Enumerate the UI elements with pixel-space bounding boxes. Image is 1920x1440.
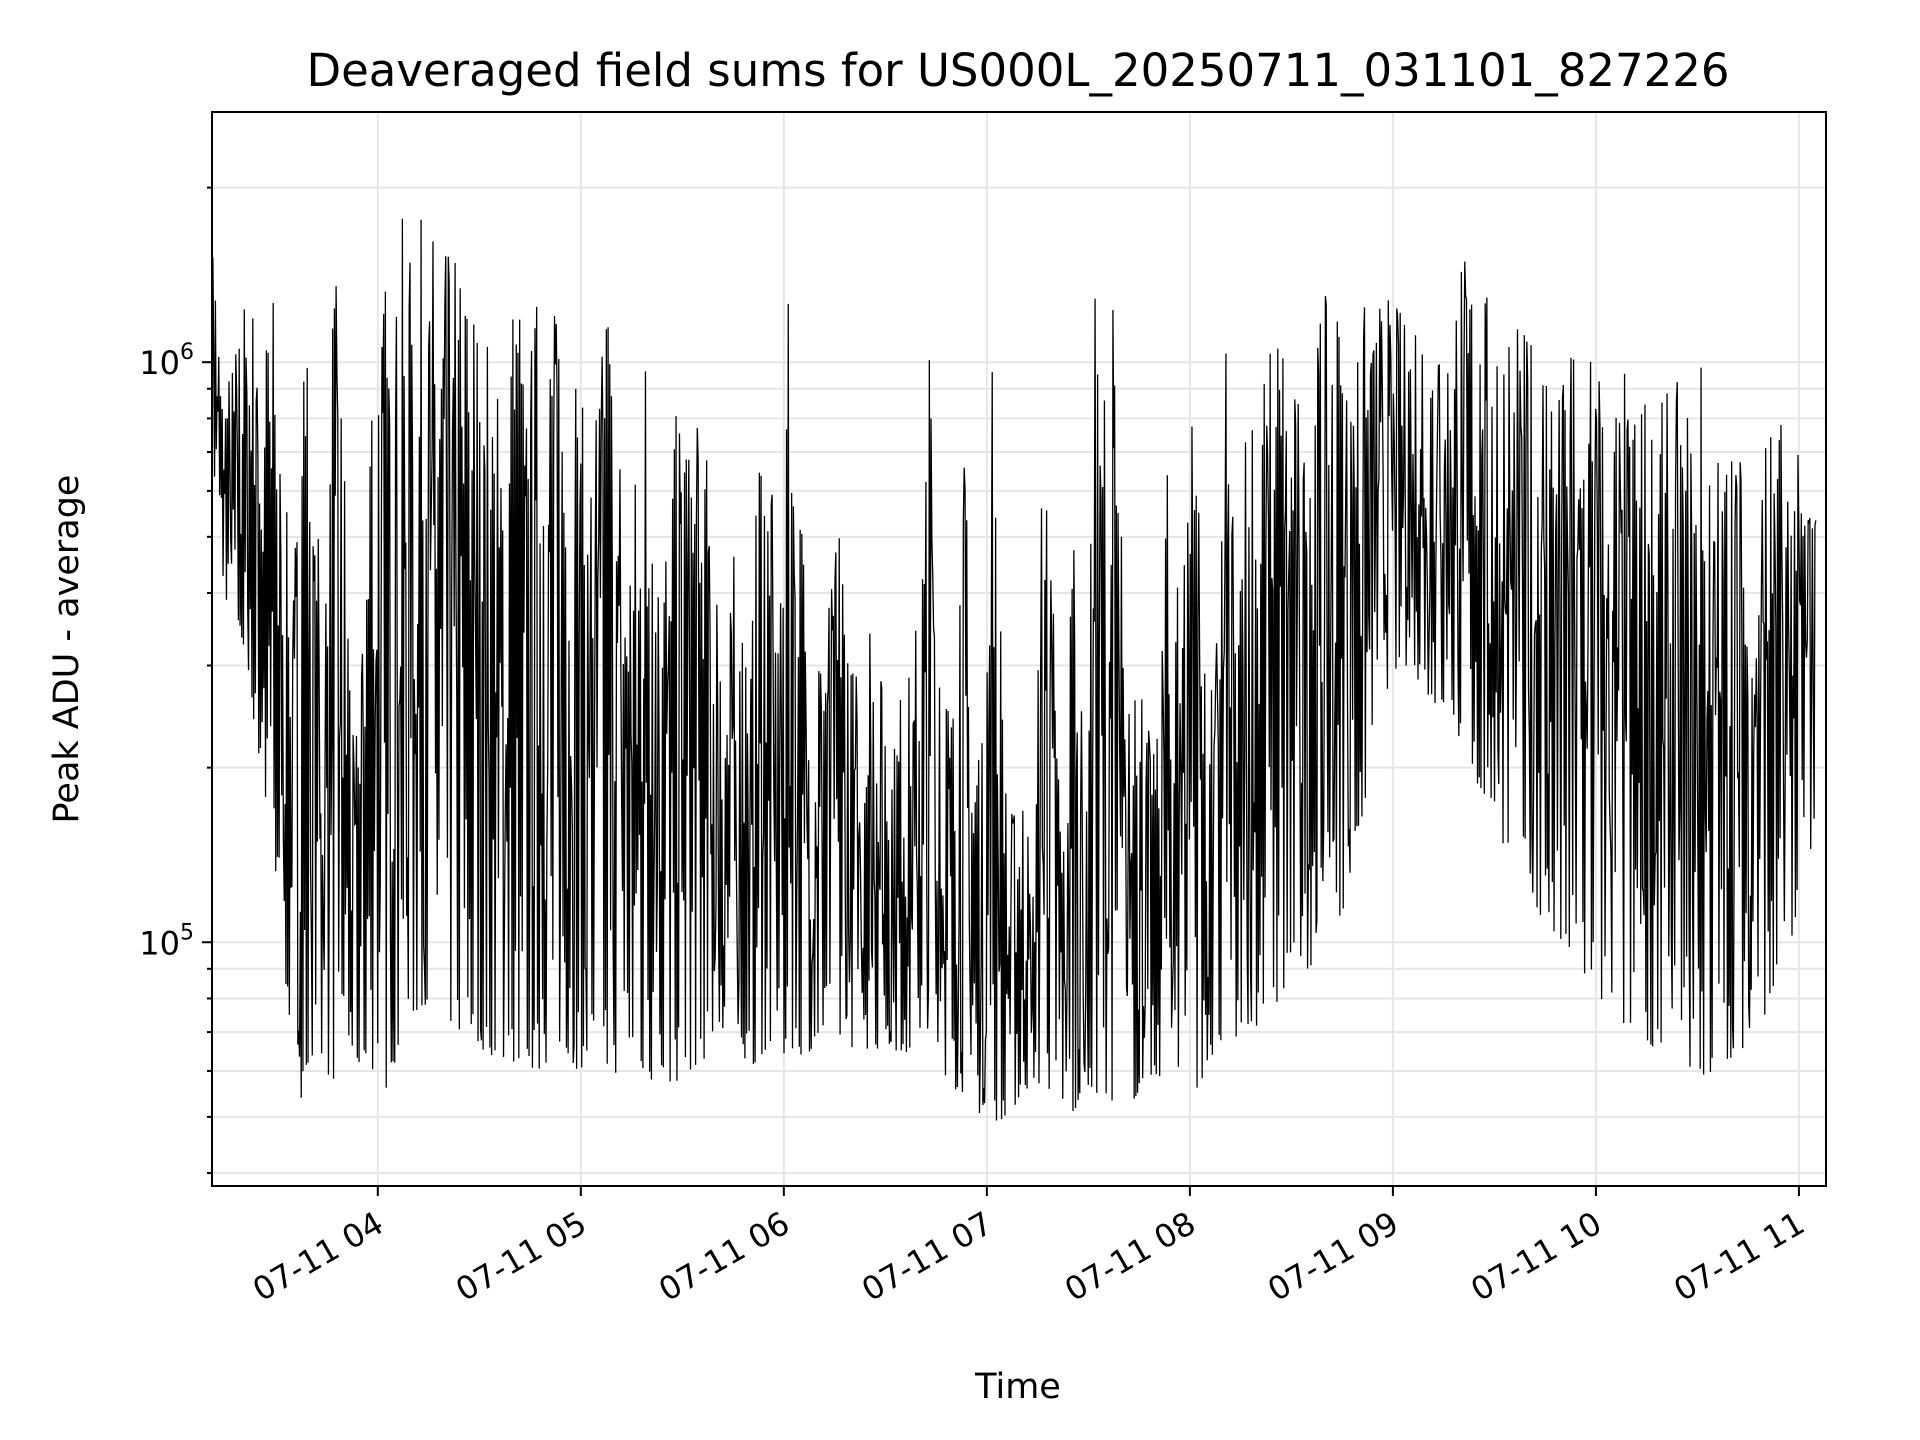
y-axis-label: Peak ADU - average <box>47 475 87 824</box>
chart-title: Deaveraged field sums for US000L_2025071… <box>306 44 1729 97</box>
y-tick-label: 106 <box>139 340 194 382</box>
series-line <box>211 218 1817 1121</box>
y-tick-label: 105 <box>139 920 194 962</box>
y-axis-ticks: 105 106 <box>139 186 212 1175</box>
x-axis-label: Time <box>974 1367 1061 1407</box>
plot-frame <box>211 111 1827 1187</box>
series-path <box>211 218 1817 1121</box>
